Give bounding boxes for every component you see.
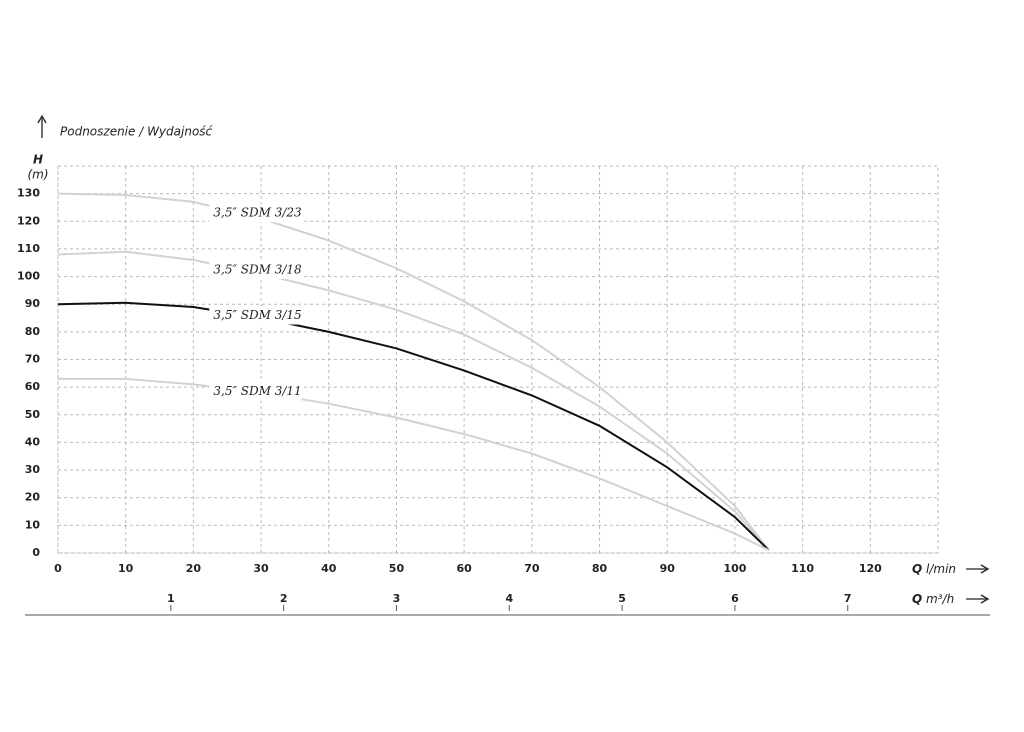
y-tick-label: 60: [25, 380, 41, 393]
x2-tick-label: 5: [618, 592, 626, 605]
y-tick-label: 20: [25, 491, 41, 504]
x-tick-label: 40: [321, 562, 337, 575]
chart-title: Podnoszenie / Wydajność: [60, 125, 213, 139]
x-tick-label: 120: [859, 562, 882, 575]
y-tick-label: 80: [25, 325, 41, 338]
x-tick-label: 30: [253, 562, 269, 575]
label-bg: [209, 382, 302, 401]
x-label: Q l/min: [912, 562, 956, 576]
curve: [57, 250, 770, 551]
x-tick-label: 90: [660, 562, 676, 575]
y-tick-label: 30: [25, 463, 41, 476]
y-tick-label: 70: [25, 353, 41, 366]
x-tick-label: 20: [186, 562, 202, 575]
x2-tick-label: 7: [844, 592, 852, 605]
x2-tick-label: 4: [505, 592, 513, 605]
x2-tick-label: 2: [280, 592, 288, 605]
label-bg: [209, 204, 302, 223]
curve: [57, 301, 770, 551]
x-tick-label: 110: [791, 562, 814, 575]
series-label: 3,5″ SDM 3/18: [213, 262, 302, 276]
y-tick-label: 130: [17, 187, 40, 200]
label-bg: [209, 260, 302, 279]
series-label: 3,5″ SDM 3/23: [213, 206, 302, 220]
y-tick-label: 110: [17, 242, 40, 255]
y-unit: (m): [27, 168, 48, 182]
x2-tick-label: 3: [393, 592, 401, 605]
y-tick-label: 10: [25, 518, 41, 531]
x-tick-label: 10: [118, 562, 134, 575]
x-tick-label: 0: [54, 562, 62, 575]
x2-arrow-head: [980, 594, 990, 604]
x-tick-label: 100: [723, 562, 746, 575]
series-label: 3,5″ SDM 3/11: [213, 384, 301, 398]
y-label: H: [33, 153, 43, 167]
y-arrow-head: [37, 114, 47, 124]
y-tick-label: 0: [32, 546, 40, 559]
series-label: 3,5″ SDM 3/15: [213, 308, 301, 322]
x-tick-label: 50: [389, 562, 405, 575]
y-tick-label: 90: [25, 297, 41, 310]
x-tick-label: 80: [592, 562, 608, 575]
y-tick-label: 40: [25, 435, 41, 448]
y-tick-label: 100: [17, 270, 40, 283]
x2-tick-label: 6: [731, 592, 739, 605]
x-arrow-head: [980, 564, 990, 574]
x-label-symbol: Q: [912, 562, 922, 576]
label-bg: [209, 306, 302, 325]
x2-label-unit: m³/h: [926, 592, 954, 606]
x-label-unit: l/min: [926, 562, 956, 576]
x2-label: Q m³/h: [912, 592, 954, 606]
x2-label-symbol: Q: [912, 592, 922, 606]
x2-tick-label: 1: [167, 592, 175, 605]
curve: [58, 377, 770, 552]
x-tick-label: 70: [524, 562, 540, 575]
x-tick-label: 60: [456, 562, 472, 575]
curve: [57, 192, 770, 551]
y-tick-label: 50: [25, 408, 41, 421]
y-tick-label: 120: [17, 214, 40, 227]
